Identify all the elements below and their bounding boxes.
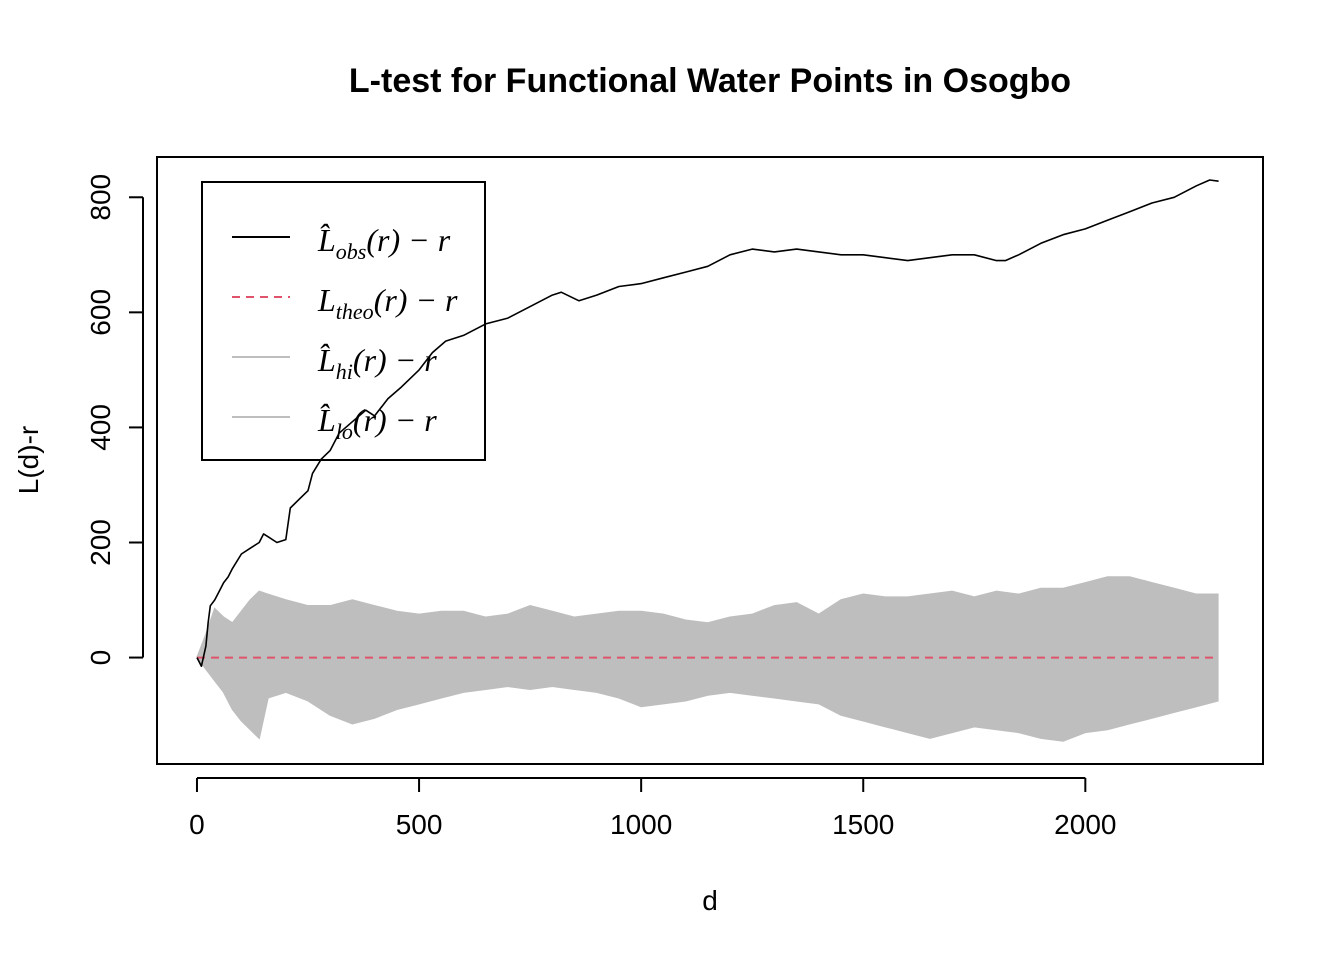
legend-box <box>201 181 486 461</box>
legend-label: L̂hi(r) − r <box>317 342 437 384</box>
envelope-band <box>197 577 1219 741</box>
legend: L̂obs(r) − r Ltheo(r) − r L̂hi(r) − r L̂lo(… <box>201 181 486 461</box>
lines-layer <box>196 179 1219 742</box>
y-tick-label: 800 <box>85 174 116 221</box>
y-tick-label: 400 <box>85 404 116 451</box>
x-axis-label: d <box>702 885 718 916</box>
x-axis: 0 500 1000 1500 2000 <box>189 777 1116 840</box>
envelope-band-layer <box>197 577 1219 741</box>
x-tick-label: 1000 <box>610 809 672 840</box>
y-tick-label: 200 <box>85 519 116 566</box>
y-tick-label: 0 <box>85 650 116 666</box>
x-tick-label: 2000 <box>1054 809 1116 840</box>
series-lo-line <box>196 657 1219 742</box>
legend-label: L̂obs(r) − r <box>317 222 451 264</box>
series-hi-line <box>196 576 1219 658</box>
legend-label: L̂lo(r) − r <box>317 402 437 444</box>
y-tick-label: 600 <box>85 289 116 336</box>
x-tick-label: 0 <box>189 809 205 840</box>
plot-frame <box>156 156 1264 765</box>
legend-item-lo: L̂lo(r) − r <box>232 402 437 444</box>
legend-item-hi: L̂hi(r) − r <box>232 342 437 384</box>
legend-label: Ltheo(r) − r <box>317 282 458 324</box>
x-tick-label: 1500 <box>832 809 894 840</box>
legend-item-obs: L̂obs(r) − r <box>232 222 451 264</box>
x-tick-label: 500 <box>396 809 443 840</box>
series-obs-line <box>196 179 1219 668</box>
y-axis: 0 200 400 600 800 <box>85 174 144 666</box>
chart-title: L-test for Functional Water Points in Os… <box>349 62 1071 100</box>
y-axis-label: L(d)-r <box>13 426 44 494</box>
legend-item-theo: Ltheo(r) − r <box>232 282 458 324</box>
